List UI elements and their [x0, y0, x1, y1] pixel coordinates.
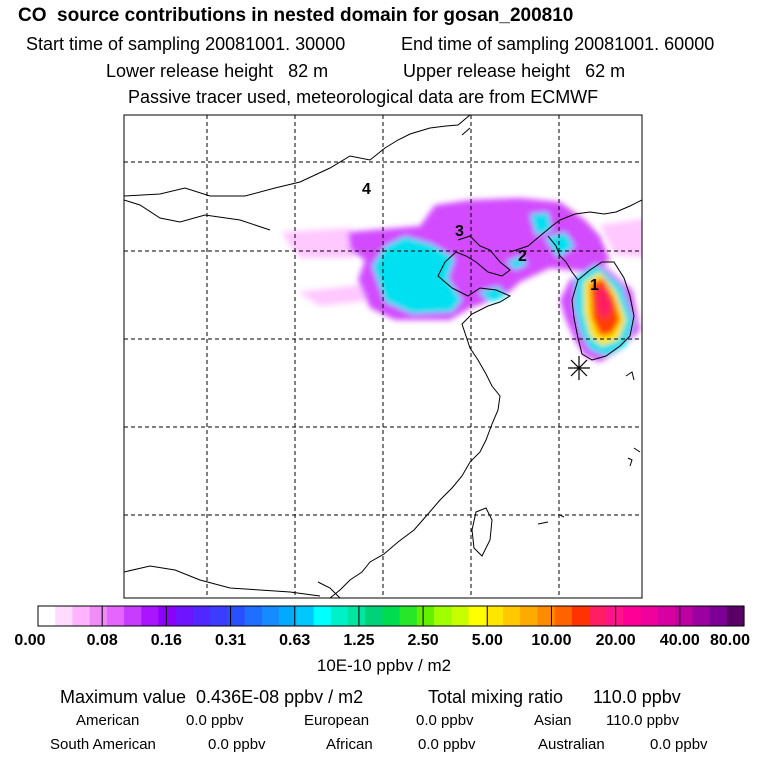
colorbar-cell [399, 606, 418, 626]
map-label-2: 2 [518, 248, 527, 265]
colorbar-dividers [101, 606, 681, 626]
colorbar-cell [657, 606, 676, 626]
colorbar-cell [692, 606, 711, 626]
region-african-value: 0.0 ppbv [418, 736, 476, 753]
colorbar-cell [261, 606, 280, 626]
colorbar-tick-label: 1.25 [343, 632, 375, 649]
colorbar-cell [640, 606, 659, 626]
colorbar-cell [451, 606, 470, 626]
colorbar-cell [502, 606, 521, 626]
colorbar-cell [537, 606, 556, 626]
receptor-marker [568, 356, 590, 380]
colorbar-cell [709, 606, 728, 626]
region-european-name: European [304, 712, 370, 729]
region-australian-value: 0.0 ppbv [650, 736, 708, 753]
region-south-american-value: 0.0 ppbv [208, 736, 266, 753]
total-mixing-ratio-text: Total mixing ratio 110.0 ppbv [428, 687, 681, 707]
colorbar-frame [37, 605, 745, 627]
colorbar-cells [38, 606, 745, 626]
map-content [124, 115, 642, 598]
region-european-value: 0.0 ppbv [416, 712, 474, 729]
colorbar-tick-label: 0.00 [14, 632, 46, 649]
lat-lon-grid [124, 115, 642, 598]
map-label-1: 1 [590, 277, 599, 294]
colorbar-cell [347, 606, 366, 626]
colorbar-cell [227, 606, 246, 626]
concentration-plume [282, 198, 642, 362]
colorbar-tick-label: 5.00 [471, 632, 503, 649]
colorbar-tick-label: 80.00 [709, 632, 751, 649]
colorbar-cell [72, 606, 91, 626]
tracer-note: Passive tracer used, meteorological data… [128, 87, 599, 107]
colorbar-cell [726, 606, 745, 626]
colorbar-tick-label: 20.00 [595, 632, 636, 649]
region-american-name: American [76, 712, 140, 729]
colorbar-cell [416, 606, 435, 626]
colorbar-cell [158, 606, 177, 626]
colorbar-cell [210, 606, 229, 626]
colorbar-cell [571, 606, 590, 626]
maximum-value-text: Maximum value 0.436E-08 ppbv / m2 [60, 687, 364, 707]
colorbar-tick-label: 10.00 [531, 632, 572, 649]
map-label-3: 3 [455, 223, 464, 240]
colorbar-tick-label: 2.50 [407, 632, 439, 649]
colorbar-cell [279, 606, 297, 626]
colorbar-cell [554, 606, 573, 626]
colorbar-cell [365, 606, 383, 626]
colorbar-cell [296, 606, 315, 626]
colorbar-cell [124, 606, 142, 626]
upper-release-height-text: Upper release height 62 m [403, 61, 626, 81]
region-south-american-name: South American [50, 736, 156, 753]
sampling-start-text: Start time of sampling 20081001. 30000 [26, 34, 346, 54]
region-australian-name: Australian [538, 736, 605, 753]
lower-release-height-text: Lower release height 82 m [106, 61, 329, 81]
region-african-name: African [326, 736, 373, 753]
colorbar-cell [141, 606, 160, 626]
colorbar-cell [330, 606, 349, 626]
region-american-value: 0.0 ppbv [186, 712, 244, 729]
colorbar-tick-label: 0.63 [279, 632, 311, 649]
colorbar-cell [192, 606, 211, 626]
colorbar-tick-label: 0.31 [214, 632, 247, 649]
region-asian-name: Asian [534, 712, 572, 729]
colorbar-cell [434, 606, 452, 626]
colorbar-cell [675, 606, 693, 626]
colorbar-units: 10E-10 ppbv / m2 [316, 656, 452, 675]
map-label-4: 4 [362, 181, 371, 198]
colorbar-tick-label: 0.16 [150, 632, 182, 649]
colorbar-tick-label: 40.00 [659, 632, 700, 649]
coastlines-and-borders [124, 115, 642, 598]
sampling-end-text: End time of sampling 20081001. 60000 [401, 34, 715, 54]
map-frame [123, 114, 643, 599]
colorbar-cell [244, 606, 263, 626]
colorbar-cell [382, 606, 401, 626]
region-asian-value: 110.0 ppbv [606, 712, 680, 729]
colorbar-cell [175, 606, 194, 626]
colorbar-cell [89, 606, 108, 626]
colorbar-cell [623, 606, 642, 626]
colorbar-cell [38, 606, 56, 626]
figure-title: CO source contributions in nested domain… [18, 5, 574, 26]
colorbar-cell [589, 606, 607, 626]
colorbar-tick-label: 0.08 [86, 632, 118, 649]
colorbar-cell [55, 606, 74, 626]
colorbar-cell [468, 606, 487, 626]
colorbar-cell [520, 606, 538, 626]
colorbar-cell [313, 606, 332, 626]
colorbar-cell [485, 606, 504, 626]
colorbar-cell [106, 606, 125, 626]
